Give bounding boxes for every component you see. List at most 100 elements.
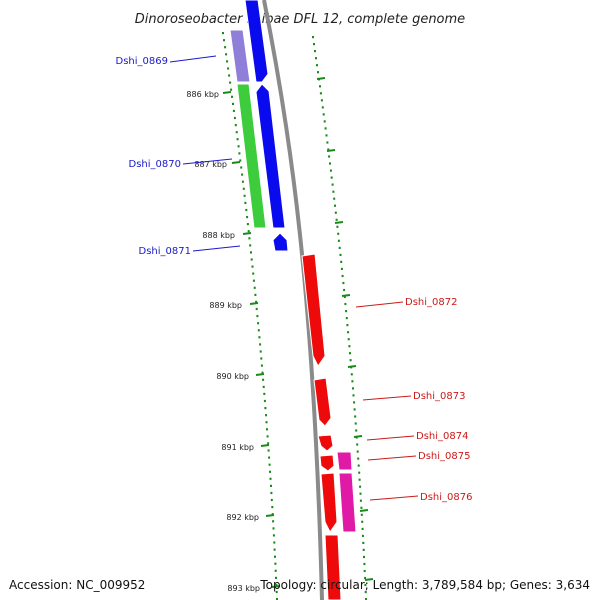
- left-track-dot: [267, 449, 270, 452]
- right-track-dot: [354, 415, 357, 418]
- leader-line: [192, 245, 241, 252]
- left-track-dot: [264, 407, 267, 410]
- right-track-dot: [348, 345, 351, 348]
- left-track-dot: [243, 194, 246, 197]
- right-track-dot: [324, 127, 327, 130]
- right-track-dot: [343, 295, 346, 299]
- left-track-dot: [270, 491, 273, 495]
- right-track-dot: [337, 239, 340, 242]
- gene-dshi-0870-feature[interactable]: [236, 83, 267, 229]
- right-tick-mark: [353, 435, 363, 438]
- gene-dshi-0875-feature-magenta[interactable]: [336, 451, 353, 471]
- left-track-dot: [239, 159, 242, 162]
- left-track-dot: [231, 95, 233, 98]
- right-track-dot: [352, 387, 354, 390]
- left-track-dot: [250, 258, 253, 261]
- topology-text: Topology: circular; Length: 3,789,584 bp…: [260, 578, 590, 592]
- right-track-dot: [345, 317, 348, 320]
- right-track-dot: [344, 302, 347, 306]
- left-track-dot: [275, 583, 278, 587]
- leader-line: [366, 435, 415, 441]
- left-track-dot: [227, 67, 230, 70]
- left-track-dot: [236, 138, 239, 141]
- gene-dshi-0874-feature[interactable]: [317, 434, 334, 452]
- left-track-dot: [244, 201, 247, 204]
- right-track-dot: [323, 120, 326, 123]
- kbp-tick-mark: [222, 91, 232, 94]
- right-track-dot: [357, 457, 360, 460]
- gene-dshi-0875-feature[interactable]: [319, 454, 335, 472]
- right-track-dot: [361, 527, 364, 530]
- gene-dshi-0869-feature-blue[interactable]: [244, 0, 269, 83]
- right-track-dot: [364, 576, 367, 580]
- left-track-dot: [257, 329, 260, 332]
- gene-dshi-0873-feature[interactable]: [313, 377, 332, 427]
- right-track-dot: [312, 36, 314, 39]
- gene-label-dshi-0875[interactable]: Dshi_0875: [418, 451, 470, 462]
- left-track-dot: [238, 152, 241, 155]
- left-track-dot: [272, 520, 275, 523]
- gene-dshi-0876-feature-magenta[interactable]: [338, 472, 357, 533]
- gene-dshi-0869-feature[interactable]: [229, 29, 251, 83]
- left-track-dot: [256, 315, 259, 318]
- left-track-dot: [267, 442, 270, 445]
- left-track-dot: [247, 230, 250, 233]
- gene-dshi-0870-feature-blue[interactable]: [255, 83, 286, 229]
- right-track-dot: [334, 204, 336, 207]
- left-track-dot: [257, 322, 260, 325]
- gene-label-dshi-0873[interactable]: Dshi_0873: [413, 391, 465, 402]
- kbp-label: 886 kbp: [186, 90, 219, 99]
- right-track-dot: [347, 338, 350, 341]
- left-track-dot: [270, 498, 273, 502]
- left-track-dot: [241, 180, 244, 183]
- gene-label-dshi-0876[interactable]: Dshi_0876: [420, 492, 472, 503]
- left-track-dot: [274, 569, 277, 572]
- right-track-dot: [358, 478, 361, 481]
- right-track-dot: [349, 352, 351, 355]
- kbp-tick-mark: [242, 232, 252, 235]
- right-track-dot: [328, 155, 331, 158]
- left-dotted-track: [222, 32, 278, 600]
- right-track-dot: [347, 331, 350, 334]
- gene-label-dshi-0871[interactable]: Dshi_0871: [139, 246, 191, 257]
- left-track-dot: [275, 590, 278, 594]
- left-track-dot: [228, 74, 231, 77]
- left-track-dot: [260, 357, 263, 360]
- kbp-label: 891 kbp: [221, 443, 254, 452]
- gene-label-dshi-0870[interactable]: Dshi_0870: [129, 159, 181, 170]
- leader-line: [369, 495, 419, 501]
- gene-label-dshi-0874[interactable]: Dshi_0874: [416, 431, 468, 442]
- kbp-label: 893 kbp: [227, 584, 260, 593]
- left-track-dot: [263, 392, 266, 395]
- left-track-dot: [266, 435, 269, 438]
- right-track-dot: [315, 57, 317, 60]
- gene-dshi-0871-feature[interactable]: [272, 232, 289, 252]
- right-tick-mark: [316, 77, 326, 80]
- gene-dshi-0872-feature[interactable]: [301, 253, 326, 367]
- gene-next-feature[interactable]: [324, 534, 342, 600]
- right-track-dot: [356, 450, 359, 453]
- left-track-dot: [248, 237, 251, 240]
- left-track-dot: [274, 562, 277, 565]
- right-tick-mark: [341, 294, 351, 297]
- kbp-label: 892 kbp: [226, 513, 259, 522]
- gene-label-dshi-0869[interactable]: Dshi_0869: [116, 56, 168, 67]
- right-tick-mark: [326, 149, 336, 152]
- right-track-dot: [335, 218, 338, 221]
- right-track-dot: [364, 583, 367, 587]
- right-track-dot: [362, 541, 365, 544]
- right-track-dot: [356, 443, 359, 446]
- right-track-dot: [316, 64, 318, 67]
- kbp-tick-mark: [265, 514, 275, 517]
- right-track-dot: [329, 162, 331, 165]
- kbp-tick-mark: [231, 161, 241, 164]
- left-track-dot: [272, 534, 275, 537]
- left-track-dot: [266, 428, 268, 431]
- genome-backbone: [262, 0, 324, 600]
- left-track-dot: [245, 208, 248, 212]
- left-track-dot: [232, 102, 234, 105]
- gene-dshi-0876-feature[interactable]: [320, 472, 338, 533]
- left-track-dot: [240, 166, 243, 169]
- gene-label-dshi-0872[interactable]: Dshi_0872: [405, 297, 457, 308]
